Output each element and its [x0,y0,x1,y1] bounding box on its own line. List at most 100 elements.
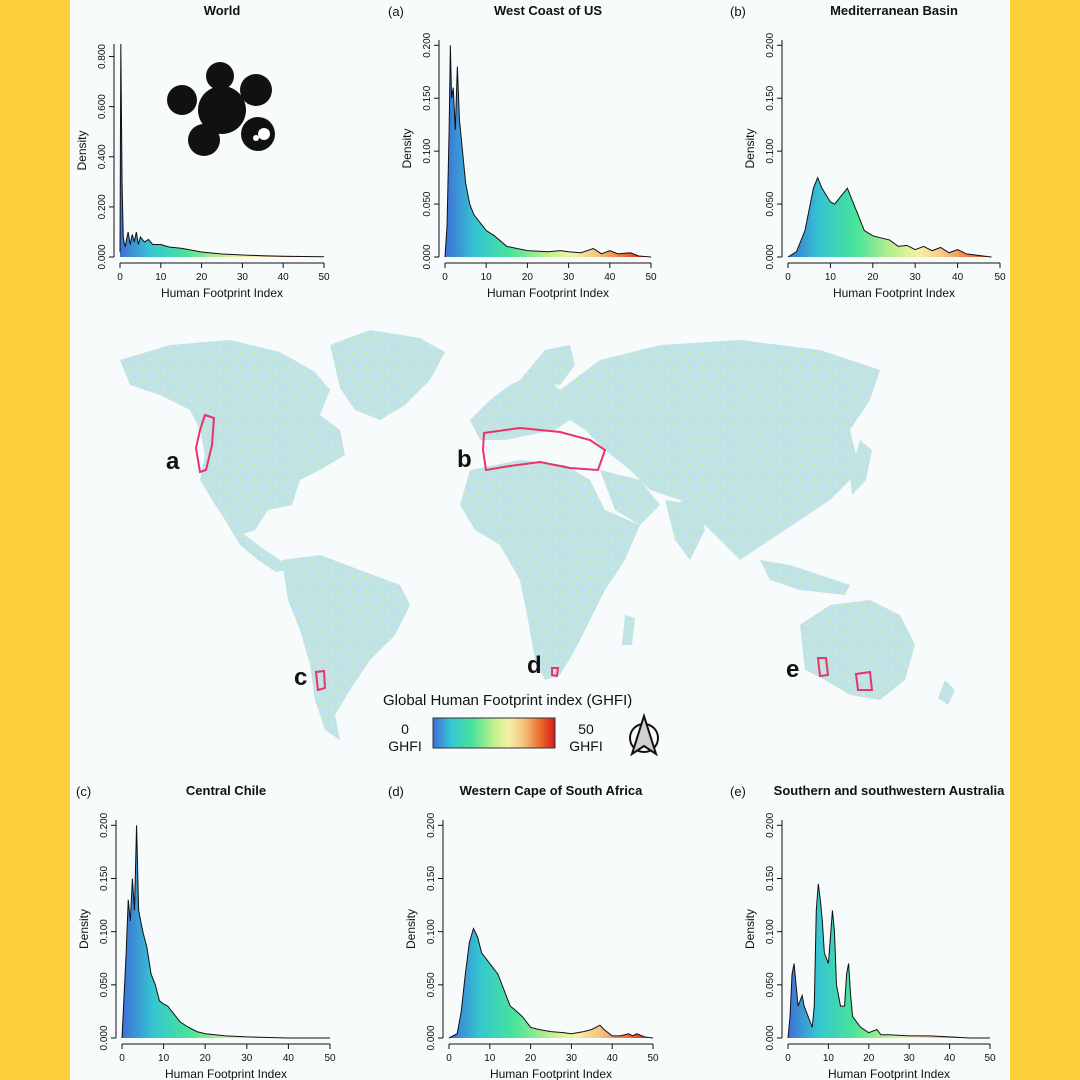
legend-title: Global Human Footprint index (GHFI) [383,692,633,709]
chart-title-world: World [203,3,241,18]
x-tick-label-world: 40 [278,272,290,283]
y-tick-label-a: 0.000 [422,244,433,269]
density-line-world [119,43,325,258]
density-area-a [445,45,651,258]
y-tick-label-b: 0.000 [765,244,776,269]
x-tick-label-c: 40 [283,1053,295,1064]
chart-tag-d: (d) [388,784,404,799]
region-outline-d [551,667,560,678]
north-arrow-icon [629,712,659,757]
density-line-a [444,45,652,258]
y-tick-label-e: 0.150 [765,866,776,891]
map-label-a: a [166,448,180,475]
chart-title-b: Mediterranean Basin [830,3,958,18]
chart-svg-d: 0 10 20 30 40 50 Human Footprint Index 0.000 0.0… [404,812,659,1080]
map-label-e: e [786,656,800,683]
y-tick-label-d: 0.200 [426,812,437,837]
chart-svg-a: 0 10 20 30 40 50 Human Footprint Index 0.000 0.0… [400,32,657,300]
chart-svg-c: 0 10 20 30 40 50 Human Footprint Index 0.000 0.0… [77,812,336,1080]
x-tick-label-e: 20 [863,1053,875,1064]
chart-tag-c: (c) [76,784,92,799]
map-label-c: c [294,664,308,691]
chart-southern-australia: 0 10 20 30 40 50 Human Footprint Index 0.000 0.0… [720,780,1020,1080]
y-tick-label-c: 0.100 [99,919,110,944]
chart-svg-e: 0 10 20 30 40 50 Human Footprint Index 0.000 0.0… [743,812,996,1080]
x-axis-label-a: Human Footprint Index [487,286,609,300]
x-tick-label-world: 0 [117,272,123,283]
x-tick-label-b: 10 [825,272,837,283]
x-tick-label-e: 30 [904,1053,916,1064]
density-line-e [787,883,990,1039]
y-tick-label-a: 0.150 [422,85,433,110]
legend-min-value: 0 [401,721,409,737]
region-outline-b [481,426,607,472]
x-tick-label-b: 50 [994,272,1006,283]
y-tick-label-c: 0.050 [99,972,110,997]
chart-title-d: Western Cape of South Africa [459,783,643,798]
chart-central-chile: 0 10 20 30 40 50 Human Footprint Index 0.000 0.0… [70,780,370,1080]
y-tick-label-c: 0.150 [99,866,110,891]
density-area-c [122,825,330,1038]
y-tick-label-b: 0.100 [765,138,776,163]
x-tick-label-c: 10 [158,1053,170,1064]
chart-tag-e: (e) [730,784,746,799]
density-area-e [788,883,990,1038]
y-tick-label-a: 0.200 [422,32,433,57]
y-axis-label-c: Density [77,909,91,949]
chart-title-c: Central Chile [185,783,267,798]
y-tick-label-world: 0.000 [97,244,108,269]
x-tick-label-a: 50 [645,272,657,283]
x-tick-label-d: 40 [607,1053,619,1064]
y-axis-label-e: Density [743,909,757,949]
world-inset-shape [167,62,275,156]
x-axis-label-d: Human Footprint Index [490,1067,612,1080]
y-axis-label-world: Density [75,130,89,170]
map-label-b: b [457,446,472,473]
chart-svg-b: 0 10 20 30 40 50 Human Footprint Index 0.000 0.0… [743,32,1006,300]
x-tick-label-a: 20 [522,272,534,283]
y-axis-label-d: Density [404,909,418,949]
y-tick-label-d: 0.050 [426,972,437,997]
x-tick-label-a: 30 [563,272,575,283]
x-tick-label-c: 30 [241,1053,253,1064]
density-area-d [449,928,653,1038]
density-line-c [121,825,330,1039]
x-tick-label-e: 50 [984,1053,996,1064]
x-tick-label-d: 10 [484,1053,496,1064]
chart-western-cape: 0 10 20 30 40 50 Human Footprint Index 0.000 0.0… [380,780,680,1080]
region-outline-e1 [816,657,830,678]
region-outline-e2 [854,670,874,691]
chart-svg-world: 0 10 20 30 40 50 Human Footprint Index 0.000 0.2… [75,43,330,300]
x-tick-label-b: 0 [785,272,791,283]
y-tick-label-b: 0.050 [765,191,776,216]
y-tick-label-e: 0.000 [765,1025,776,1050]
x-tick-label-a: 40 [604,272,616,283]
y-axis-label-b: Density [743,128,757,168]
x-tick-label-c: 0 [119,1053,125,1064]
y-tick-label-d: 0.150 [426,866,437,891]
legend-min-unit: GHFI [388,738,422,754]
y-tick-label-a: 0.050 [422,191,433,216]
x-tick-label-d: 30 [566,1053,578,1064]
legend-max: 50 GHFI [561,721,611,755]
region-outlines [194,413,874,692]
x-tick-label-b: 30 [910,272,922,283]
y-tick-label-c: 0.000 [99,1025,110,1050]
y-tick-label-world: 0.600 [97,94,108,119]
y-tick-label-b: 0.150 [765,85,776,110]
x-tick-label-e: 40 [944,1053,956,1064]
map-label-d: d [527,652,542,679]
y-tick-label-world: 0.400 [97,144,108,169]
chart-tag-a: (a) [388,4,404,19]
legend-max-unit: GHFI [569,738,603,754]
x-axis-label-world: Human Footprint Index [161,286,283,300]
x-tick-label-a: 10 [481,272,493,283]
x-axis-label-c: Human Footprint Index [165,1067,287,1080]
y-tick-label-c: 0.200 [99,812,110,837]
x-tick-label-c: 50 [324,1053,336,1064]
x-tick-label-d: 20 [525,1053,537,1064]
y-tick-label-d: 0.100 [426,919,437,944]
land-masses [120,330,955,740]
x-tick-label-b: 20 [867,272,879,283]
legend-min: 0 GHFI [380,721,430,755]
